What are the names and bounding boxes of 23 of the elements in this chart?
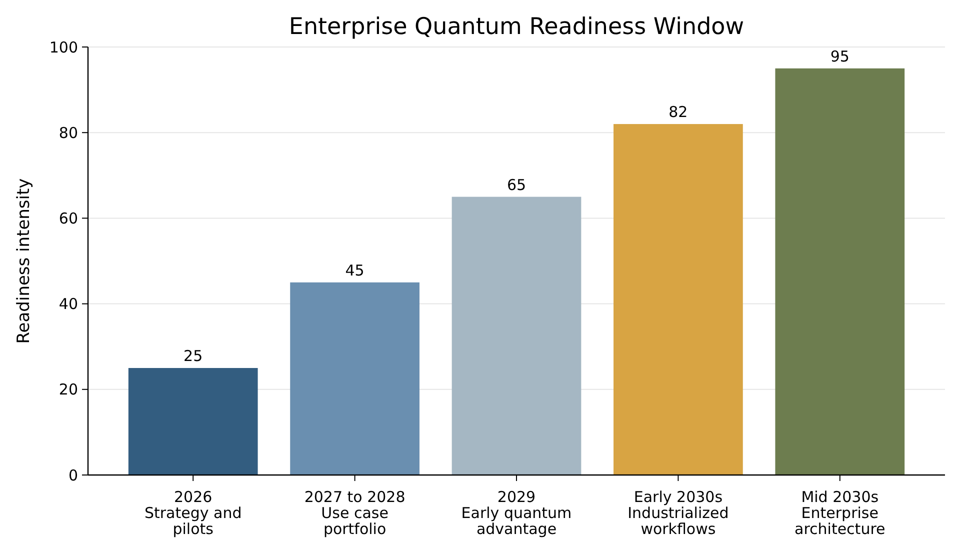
bar (290, 282, 420, 475)
x-tick-label: Early 2030s Industrialized workflows (628, 488, 729, 538)
x-tick-label: 2027 to 2028 Use case portfolio (304, 488, 406, 538)
y-tick-label: 0 (68, 466, 78, 484)
x-tick-label: 2026 Strategy and pilots (144, 488, 242, 538)
data-label: 25 (184, 347, 203, 365)
bar (775, 68, 905, 475)
data-label: 65 (506, 176, 526, 194)
data-label: 95 (830, 47, 850, 66)
x-tick-label: 2029 Early quantum advantage (461, 488, 572, 538)
chart-title: Enterprise Quantum Readiness Window (288, 14, 744, 40)
data-label: 45 (345, 261, 364, 280)
y-axis-title: Readiness intensity (14, 178, 34, 344)
bar (128, 368, 258, 475)
data-label: 82 (668, 103, 688, 122)
bar (614, 124, 743, 475)
y-tick-label: 40 (58, 295, 78, 314)
x-tick-label: Mid 2030s Enterprise architecture (794, 488, 886, 538)
y-tick-label: 80 (58, 124, 78, 142)
y-tick-label: 60 (58, 209, 78, 228)
y-tick-label: 20 (58, 380, 78, 399)
bar (452, 196, 582, 475)
y-tick-label: 100 (49, 38, 78, 56)
